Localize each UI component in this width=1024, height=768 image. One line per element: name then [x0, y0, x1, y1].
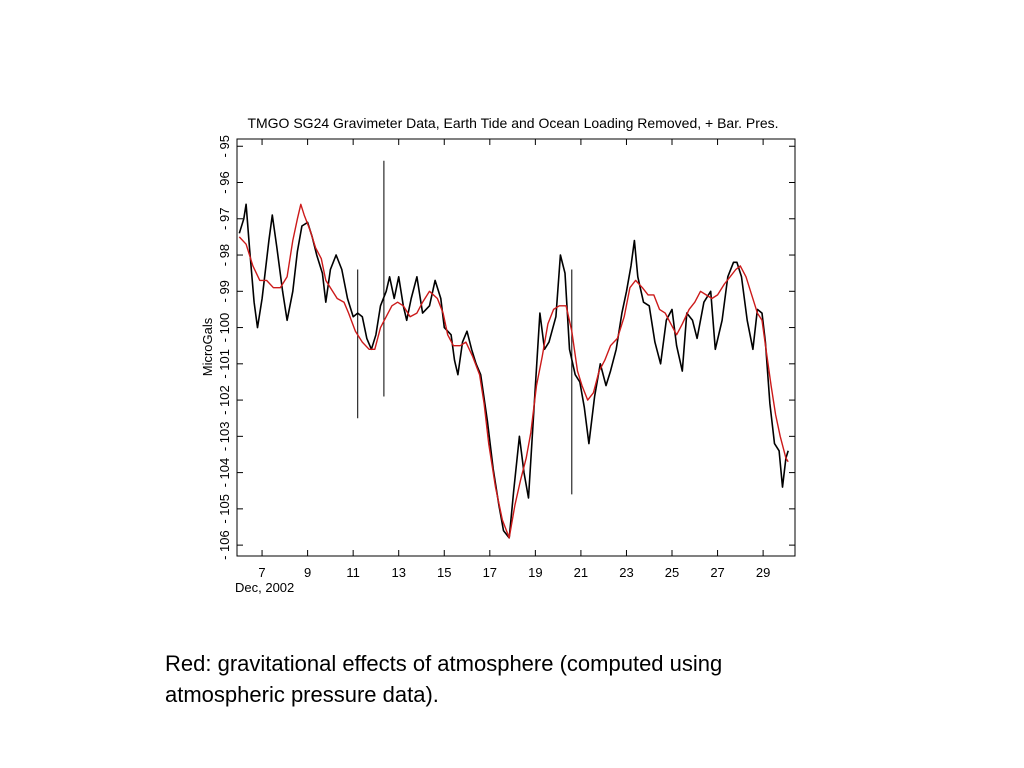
x-tick-label: 13	[391, 565, 405, 580]
x-tick-label: 17	[483, 565, 497, 580]
x-tick-label: 25	[665, 565, 679, 580]
x-tick-label: 7	[258, 565, 265, 580]
caption-line-1: Red: gravitational effects of atmosphere…	[165, 651, 723, 676]
x-tick-label: 27	[710, 565, 724, 580]
series-layer	[238, 160, 789, 539]
y-axis-label: MicroGals	[200, 317, 215, 376]
y-axis: - 95 - 96 - 97 - 98 - 99 - 100 - 101 - 102 - 103…	[217, 135, 795, 560]
y-tick-label: - 95	[217, 135, 232, 157]
chart-title: TMGO SG24 Gravimeter Data, Earth Tide an…	[247, 115, 778, 131]
x-tick-label: 29	[756, 565, 770, 580]
x-tick-label: 19	[528, 565, 542, 580]
x-axis: 7 9 11 13 15 17 19 21 23 25 27 29	[258, 139, 770, 580]
y-tick-label: - 96	[217, 171, 232, 193]
x-tick-label: 15	[437, 565, 451, 580]
y-tick-label: - 101	[217, 349, 232, 379]
y-tick-label: - 98	[217, 244, 232, 266]
y-tick-label: - 100	[217, 313, 232, 343]
caption-line-2: atmospheric pressure data).	[165, 682, 439, 707]
y-tick-label: - 97	[217, 208, 232, 230]
plot-frame	[236, 138, 796, 557]
x-axis-label: Dec, 2002	[235, 580, 294, 595]
x-tick-label: 11	[346, 565, 360, 580]
y-tick-label: - 105	[217, 494, 232, 524]
series-line-0	[238, 203, 789, 539]
series-line-1	[238, 203, 789, 539]
y-tick-label: - 99	[217, 280, 232, 302]
y-tick-label: - 106	[217, 530, 232, 560]
x-tick-label: 9	[304, 565, 311, 580]
y-tick-label: - 103	[217, 422, 232, 452]
y-tick-label: - 104	[217, 458, 232, 488]
y-tick-label: - 102	[217, 385, 232, 415]
x-tick-label: 21	[574, 565, 588, 580]
x-tick-label: 23	[619, 565, 633, 580]
caption: Red: gravitational effects of atmosphere…	[165, 648, 865, 710]
chart: TMGO SG24 Gravimeter Data, Earth Tide an…	[200, 115, 796, 595]
